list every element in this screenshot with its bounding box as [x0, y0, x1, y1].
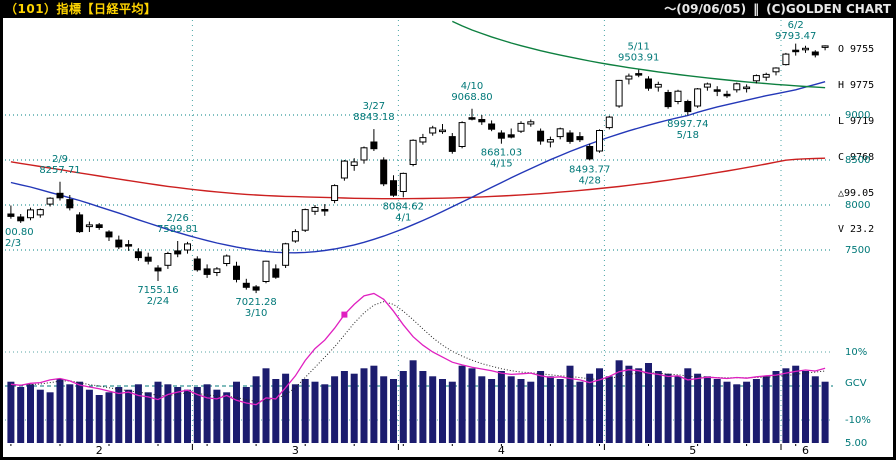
svg-text:4/1: 4/1: [395, 212, 411, 223]
svg-text:7021.28: 7021.28: [235, 297, 276, 308]
price-axis-label-8000: 8000: [845, 200, 871, 211]
svg-text:6: 6: [802, 444, 809, 457]
svg-text:9793.47: 9793.47: [775, 31, 816, 42]
svg-text:2/26: 2/26: [166, 213, 188, 224]
title-bar: （101）指標【日経平均】 〜(09/06/05) ‖ (C)GOLDEN CH…: [5, 1, 891, 17]
separator-bars: ‖: [753, 2, 760, 16]
quote-volume: V 23.2: [838, 224, 875, 235]
price-axis-label-9000: 9000: [845, 110, 871, 121]
svg-text:5/11: 5/11: [627, 42, 649, 53]
svg-text:2/24: 2/24: [147, 296, 169, 307]
gcv-oscillator: [10, 292, 826, 406]
svg-text:7599.81: 7599.81: [157, 224, 198, 235]
svg-text:5/18: 5/18: [677, 130, 699, 141]
gcv-axis-label-plus10: 10%: [845, 347, 868, 358]
svg-text:5: 5: [689, 444, 696, 457]
date-range: 〜(09/06/05): [664, 2, 747, 16]
copyright: (C)GOLDEN CHART: [766, 2, 891, 16]
quote-high: H 9775: [838, 80, 875, 91]
quote-change: △99.05: [838, 188, 875, 199]
svg-text:4/28: 4/28: [578, 176, 600, 187]
svg-text:8084.62: 8084.62: [383, 201, 424, 212]
svg-text:9068.80: 9068.80: [451, 92, 492, 103]
svg-text:3: 3: [292, 444, 299, 457]
price-axis-label-7500: 7500: [845, 245, 871, 256]
quote-panel: O 9755 H 9775 L 9719 C 9768 △99.05 V 23.…: [838, 20, 892, 260]
quote-open: O 9755: [838, 44, 875, 55]
volume-scale-label: 5.00: [845, 438, 868, 449]
title-meta: 〜(09/06/05) ‖ (C)GOLDEN CHART: [664, 1, 891, 17]
month-axis: 2 3 4 5 6: [10, 444, 809, 457]
moving-averages: [10, 20, 826, 254]
svg-text:4: 4: [498, 444, 505, 457]
candlesticks: [7, 43, 829, 294]
svg-text:2/9: 2/9: [52, 154, 68, 165]
svg-text:8997.74: 8997.74: [667, 119, 708, 130]
price-axis-label-8500: 8500: [845, 155, 871, 166]
quote-low: L 9719: [838, 116, 875, 127]
svg-text:4/15: 4/15: [490, 159, 512, 170]
chart-area: 00.80 2/3 2/9 8257.71 7155.16 2/24 2/26 7599.81…: [3, 18, 893, 457]
svg-text:9503.91: 9503.91: [618, 53, 659, 64]
chart-title: （101）指標【日経平均】: [5, 2, 157, 16]
svg-text:8257.71: 8257.71: [39, 165, 80, 176]
svg-text:2/3: 2/3: [5, 238, 21, 249]
svg-text:7155.16: 7155.16: [137, 285, 178, 296]
svg-text:8843.18: 8843.18: [353, 112, 394, 123]
svg-text:3/27: 3/27: [363, 101, 385, 112]
svg-text:6/2: 6/2: [788, 20, 804, 31]
svg-text:8493.77: 8493.77: [569, 165, 610, 176]
gcv-axis-label-zero: GCV: [845, 378, 867, 389]
gcv-axis-label-minus10: -10%: [845, 415, 871, 426]
svg-text:2: 2: [96, 444, 103, 457]
svg-text:4/10: 4/10: [461, 81, 483, 92]
volume-bars: [7, 360, 829, 443]
quote-close: C 9768: [838, 152, 875, 163]
svg-text:8681.03: 8681.03: [481, 148, 522, 159]
svg-text:00.80: 00.80: [5, 227, 34, 238]
svg-text:3/10: 3/10: [245, 308, 267, 319]
